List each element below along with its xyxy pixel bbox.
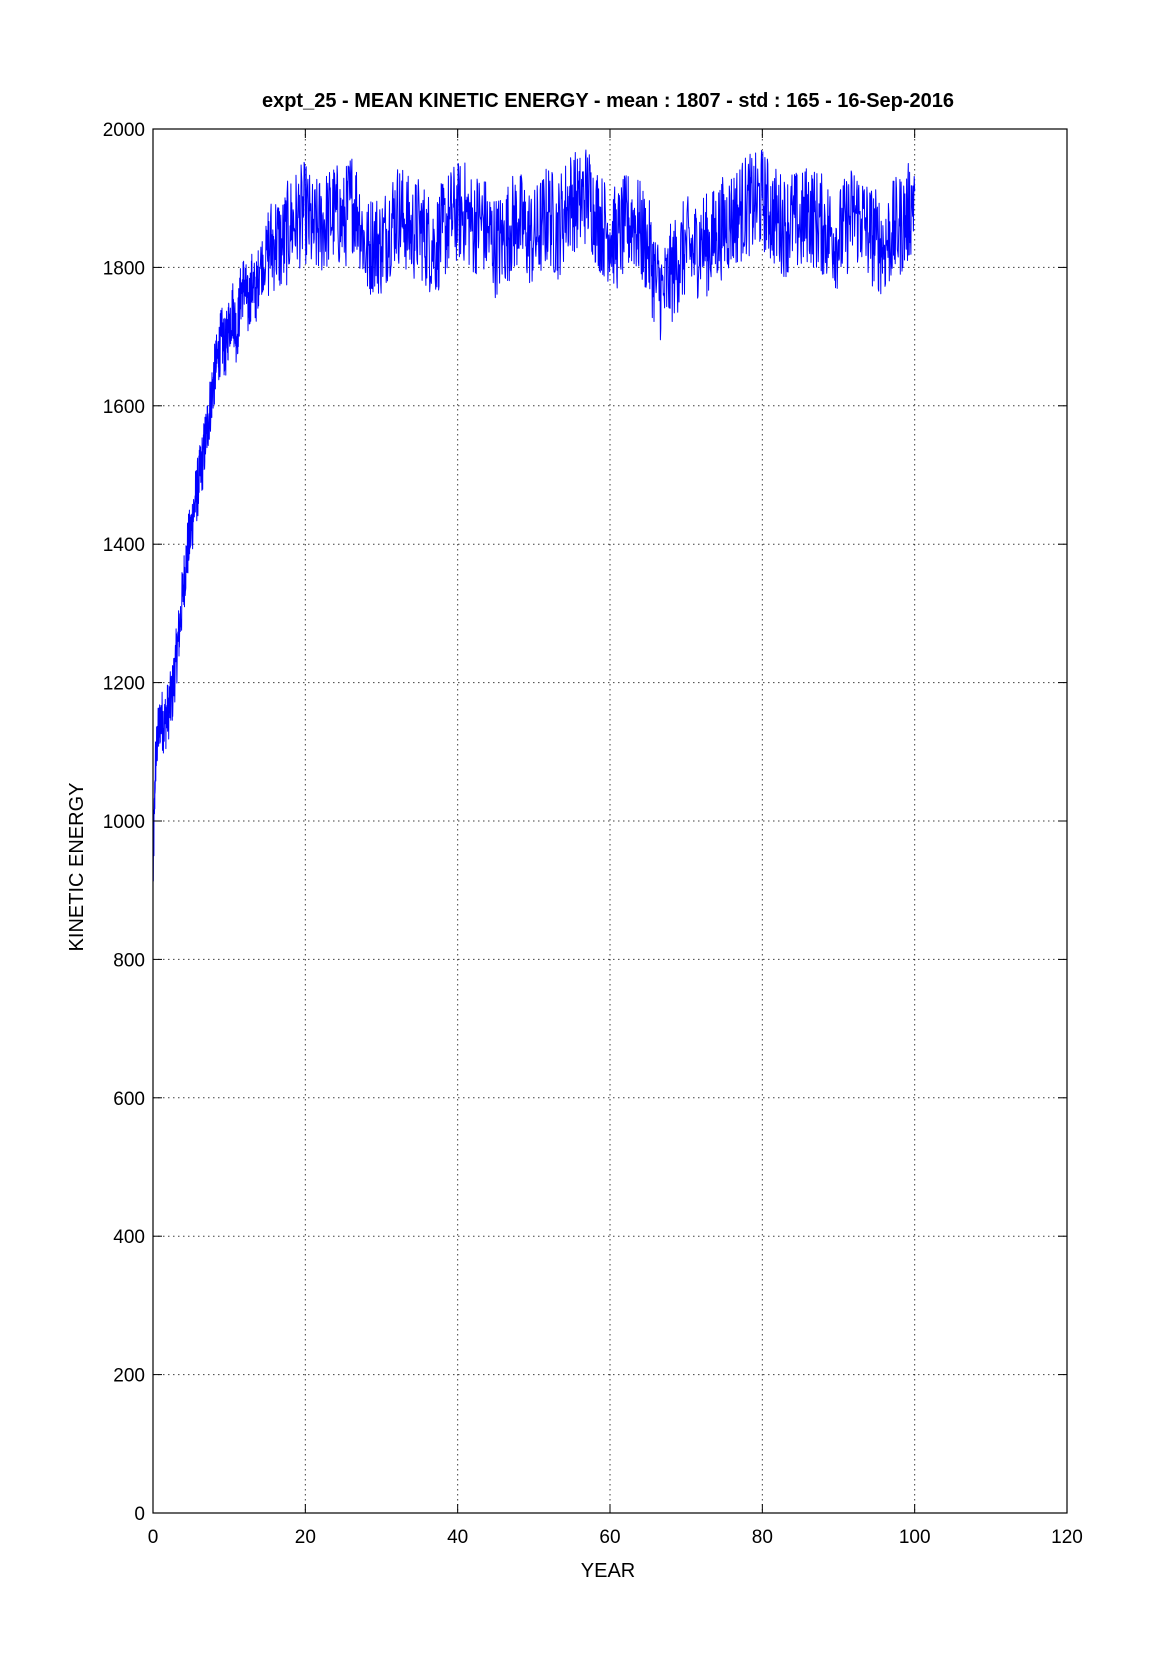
x-tick-label: 20 <box>295 1527 316 1548</box>
y-axis-title: KINETIC ENERGY <box>66 783 88 952</box>
x-tick-label: 100 <box>899 1527 931 1548</box>
y-tick-label: 1000 <box>103 812 145 833</box>
x-tick-label: 80 <box>752 1527 773 1548</box>
y-tick-label: 1200 <box>103 674 145 695</box>
y-tick-label: 200 <box>113 1366 145 1387</box>
chart-title: expt_25 - MEAN KINETIC ENERGY - mean : 1… <box>262 90 954 112</box>
x-tick-label: 0 <box>148 1527 159 1548</box>
y-tick-label: 0 <box>134 1504 145 1525</box>
y-tick-label: 400 <box>113 1227 145 1248</box>
axis-ticks: 0 20 40 60 80 100 1200200400600800100012001400… <box>103 120 1083 1548</box>
x-tick-label: 40 <box>447 1527 468 1548</box>
y-tick-label: 600 <box>113 1089 145 1110</box>
y-tick-label: 1800 <box>103 258 145 279</box>
series-line <box>152 149 916 884</box>
grid-lines <box>153 129 1067 1513</box>
y-tick-label: 1400 <box>103 535 145 556</box>
x-axis-title: YEAR <box>581 1560 635 1582</box>
x-tick-label: 60 <box>599 1527 620 1548</box>
y-tick-label: 1600 <box>103 397 145 418</box>
y-tick-label: 800 <box>113 950 145 971</box>
x-tick-label: 120 <box>1051 1527 1083 1548</box>
series-layer <box>152 149 916 884</box>
y-tick-label: 2000 <box>103 120 145 141</box>
